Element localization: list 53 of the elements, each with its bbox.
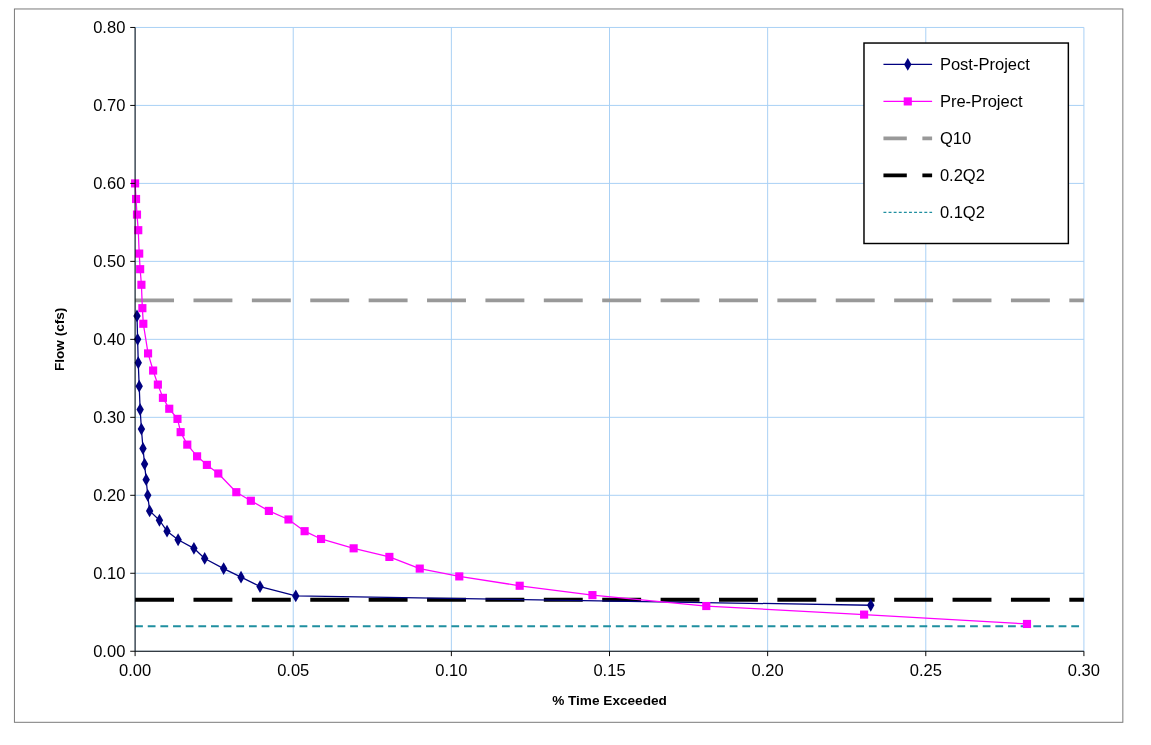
x-tick-label: 0.20 <box>751 660 784 680</box>
point <box>232 488 241 497</box>
point <box>136 265 145 274</box>
x-tick-label: 0.00 <box>119 660 152 680</box>
point <box>415 564 424 573</box>
point <box>349 544 358 553</box>
point <box>246 496 255 505</box>
point <box>143 349 153 358</box>
y-tick-label: 0.00 <box>93 642 126 662</box>
point <box>214 469 223 478</box>
point <box>588 591 597 600</box>
point <box>316 534 326 544</box>
y-tick-label: 0.50 <box>93 252 126 272</box>
point <box>284 515 293 524</box>
y-tick-label: 0.20 <box>93 486 126 506</box>
point <box>176 428 185 437</box>
x-tick-label: 0.30 <box>1067 660 1101 680</box>
x-axis-title: % Time Exceeded <box>552 692 667 708</box>
point <box>300 527 309 536</box>
point <box>158 393 167 402</box>
point <box>860 610 869 619</box>
legend-label: 0.1Q2 <box>939 203 985 223</box>
y-tick-label: 0.10 <box>93 564 126 584</box>
legend-label: Post-Project <box>939 55 1031 75</box>
point <box>702 601 711 611</box>
x-tick-label: 0.15 <box>593 660 626 680</box>
legend-label: Q10 <box>939 129 972 149</box>
legend-label: Pre-Project <box>939 92 1023 112</box>
point <box>183 440 192 449</box>
point <box>139 319 148 328</box>
y-tick-label: 0.80 <box>93 18 126 38</box>
x-tick-label: 0.05 <box>277 660 310 680</box>
point <box>455 572 464 581</box>
point <box>385 552 394 561</box>
y-axis-title: Flow (cfs) <box>52 307 68 372</box>
point <box>515 581 524 590</box>
point <box>1022 619 1032 629</box>
point <box>137 280 146 289</box>
point <box>153 380 162 389</box>
point <box>138 304 147 313</box>
y-tick-label: 0.40 <box>93 330 126 350</box>
y-tick-label: 0.60 <box>93 174 126 194</box>
point <box>165 404 174 413</box>
legend-label: 0.2Q2 <box>939 166 985 186</box>
point <box>173 414 182 423</box>
x-tick-label: 0.10 <box>435 660 468 680</box>
point <box>202 460 211 469</box>
y-tick-label: 0.70 <box>93 96 126 116</box>
y-tick-label: 0.30 <box>93 408 126 428</box>
point <box>193 452 202 461</box>
x-tick-label: 0.25 <box>909 660 942 680</box>
point <box>264 506 273 515</box>
point <box>149 366 158 375</box>
